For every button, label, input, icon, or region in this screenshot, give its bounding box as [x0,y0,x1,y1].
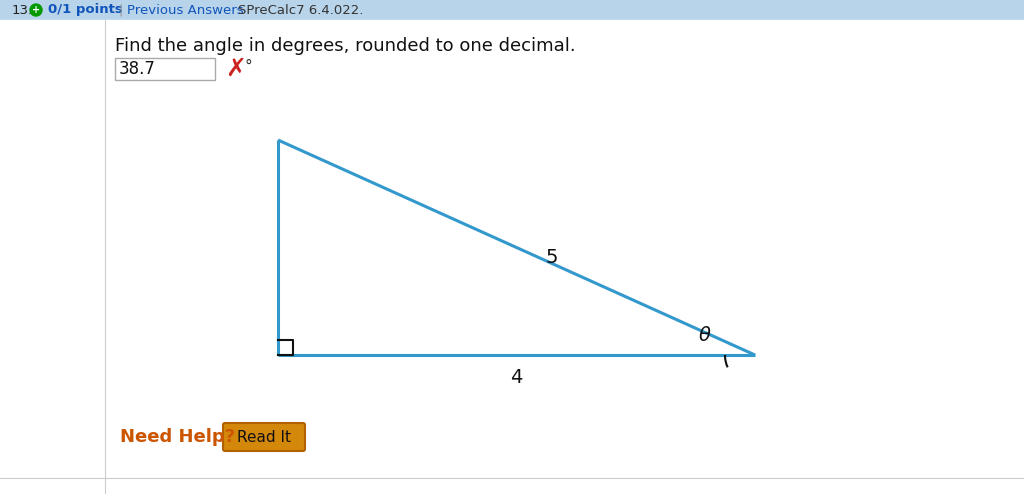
Text: Find the angle in degrees, rounded to one decimal.: Find the angle in degrees, rounded to on… [115,37,575,55]
Text: 4: 4 [510,368,522,386]
Text: Previous Answers: Previous Answers [127,3,244,16]
Bar [0,0,1024,20]
Text: 38.7: 38.7 [119,60,156,78]
FancyBboxPatch shape [223,423,305,451]
Text: °: ° [245,58,253,74]
Text: 5: 5 [545,248,558,267]
Text: SPreCalc7 6.4.022.: SPreCalc7 6.4.022. [238,3,364,16]
Text: Need Help?: Need Help? [120,428,236,446]
Text: |: | [118,3,123,16]
Text: Read It: Read It [237,429,291,445]
Text: +: + [32,5,40,15]
Text: 13.: 13. [12,3,33,16]
Bar [115,58,215,80]
Circle shape [30,4,42,16]
Text: θ: θ [699,326,711,344]
Text: ✗: ✗ [225,57,246,81]
Text: 0/1 points: 0/1 points [48,3,123,16]
